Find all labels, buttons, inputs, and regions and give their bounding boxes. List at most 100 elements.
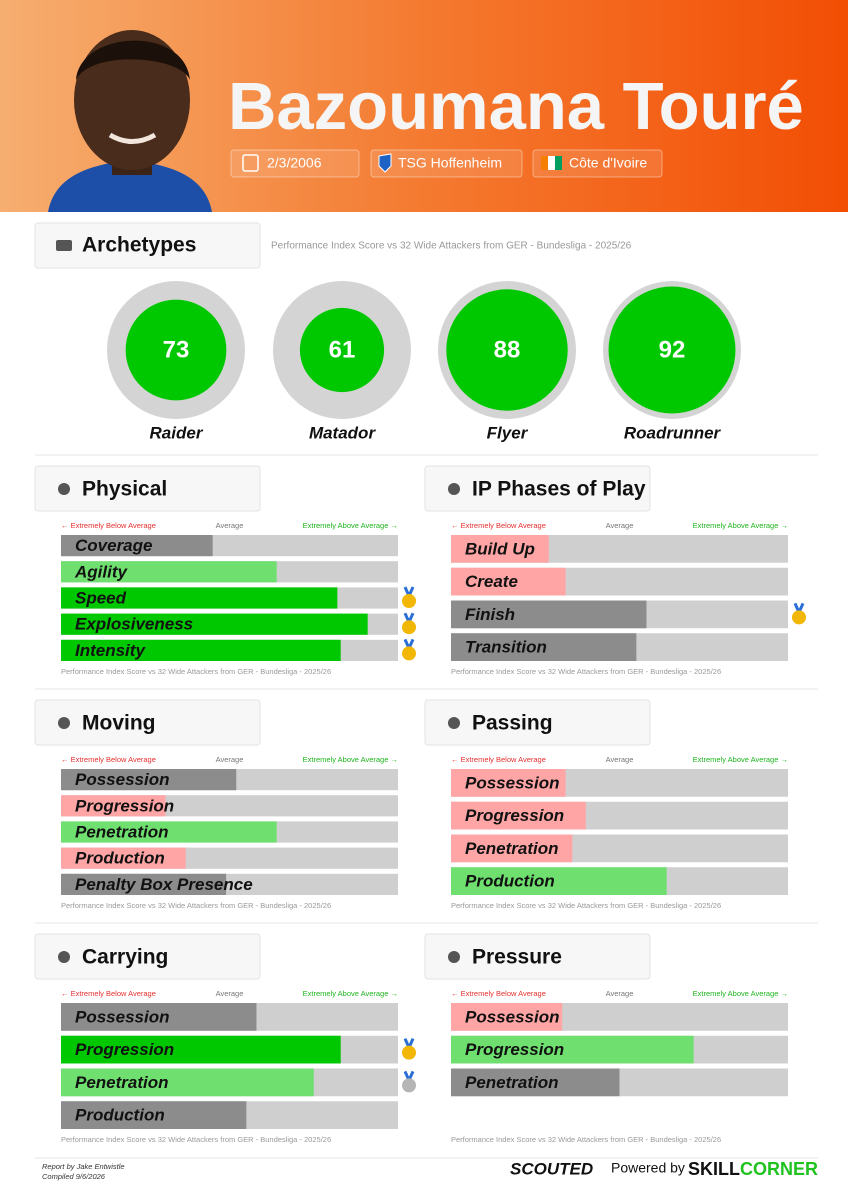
medal xyxy=(792,610,806,625)
flag-icon xyxy=(541,156,562,170)
legend-low: ← Extremely Below Average xyxy=(451,521,546,530)
bar xyxy=(61,535,213,557)
footnote: Performance Index Score vs 32 Wide Attac… xyxy=(451,667,721,676)
legend-mid: Average xyxy=(606,989,634,998)
legend-high: Extremely Above Average → xyxy=(303,755,398,764)
footnote: Performance Index Score vs 32 Wide Attac… xyxy=(61,901,331,910)
bar xyxy=(61,1101,247,1129)
section-icon xyxy=(448,951,460,963)
compiled: Compiled 9/6/2026 xyxy=(42,1172,106,1181)
legend-high: Extremely Above Average → xyxy=(303,989,398,998)
legend-high: Extremely Above Average → xyxy=(693,521,788,530)
bar xyxy=(61,1035,341,1064)
bar xyxy=(61,769,237,791)
separators xyxy=(35,454,818,1159)
legend-mid: Average xyxy=(216,521,244,530)
legend-mid: Average xyxy=(216,755,244,764)
legend-mid: Average xyxy=(606,521,634,530)
bar-label: Coverage xyxy=(75,536,152,555)
archetype-name: Roadrunner xyxy=(624,423,722,442)
section-header xyxy=(34,933,261,980)
bar xyxy=(451,1035,694,1064)
bar-label: Build Up xyxy=(465,539,535,558)
section-header xyxy=(424,699,651,746)
section-header xyxy=(424,933,651,980)
bar xyxy=(451,801,586,830)
bar-label: Explosiveness xyxy=(75,615,193,634)
section-icon xyxy=(58,483,70,495)
bar-label: Transition xyxy=(465,638,547,657)
legend-high: Extremely Above Average → xyxy=(693,989,788,998)
bar xyxy=(61,795,166,817)
section-title: Pressure xyxy=(472,946,562,969)
bar xyxy=(451,834,573,863)
calendar-icon xyxy=(242,154,259,172)
bar-label: Penetration xyxy=(75,822,169,841)
bar xyxy=(451,567,566,596)
bar xyxy=(61,587,338,609)
bar-label: Production xyxy=(465,872,555,891)
score-label: 92 xyxy=(659,336,686,363)
bar xyxy=(451,535,549,563)
archetype-name: Raider xyxy=(150,423,204,442)
info-pills xyxy=(230,149,663,178)
section-title: Moving xyxy=(82,712,156,735)
section-icon xyxy=(448,483,460,495)
section-icon xyxy=(56,240,72,251)
bar-label: Progression xyxy=(75,1040,174,1059)
score-disc xyxy=(125,299,227,401)
archetype-name: Matador xyxy=(309,423,377,442)
bar xyxy=(61,561,277,583)
brand: SCOUTED xyxy=(510,1159,593,1178)
bar xyxy=(61,821,277,843)
nation: Côte d'Ivoire xyxy=(569,155,647,171)
legend-high: Extremely Above Average → xyxy=(693,755,788,764)
bar-label: Possession xyxy=(75,1007,170,1026)
section-icon xyxy=(58,717,70,729)
score-disc xyxy=(299,307,385,393)
section-subtitle: Performance Index Score vs 32 Wide Attac… xyxy=(271,241,632,252)
footnote: Performance Index Score vs 32 Wide Attac… xyxy=(61,667,331,676)
report-by: Report by Jake Entwistle xyxy=(42,1162,125,1171)
section-title: Carrying xyxy=(82,946,168,969)
bar-label: Progression xyxy=(75,796,174,815)
bar-label: Speed xyxy=(75,588,127,607)
bar xyxy=(61,1068,314,1097)
bar-label: Possession xyxy=(465,773,560,792)
bar xyxy=(61,847,186,869)
bar-label: Possession xyxy=(75,770,170,789)
bar-label: Penetration xyxy=(465,839,559,858)
bar xyxy=(451,1003,563,1031)
legend-low: ← Extremely Below Average xyxy=(451,989,546,998)
legend-low: ← Extremely Below Average xyxy=(61,755,156,764)
player-photo xyxy=(48,30,212,212)
score-label: 61 xyxy=(329,336,356,363)
legend-mid: Average xyxy=(606,755,634,764)
section-icon xyxy=(58,951,70,963)
footnote: Performance Index Score vs 32 Wide Attac… xyxy=(61,1135,331,1144)
legend-low: ← Extremely Below Average xyxy=(61,989,156,998)
medal xyxy=(402,1078,416,1093)
bar xyxy=(61,639,341,661)
score-label: 73 xyxy=(163,336,190,363)
partner: SKILLCORNER xyxy=(688,1159,818,1179)
legend-low: ← Extremely Below Average xyxy=(61,521,156,530)
bar-label: Finish xyxy=(465,605,515,624)
medal xyxy=(402,646,416,661)
bar-label: Progression xyxy=(465,806,564,825)
bar xyxy=(61,613,368,635)
section-title: IP Phases of Play xyxy=(472,478,646,501)
bar xyxy=(451,633,637,661)
bar-label: Production xyxy=(75,849,165,868)
bar-label: Create xyxy=(465,572,518,591)
section-title: Archetypes xyxy=(82,234,196,257)
footnote: Performance Index Score vs 32 Wide Attac… xyxy=(451,901,721,910)
powered-by: Powered by xyxy=(611,1160,685,1176)
medal xyxy=(402,620,416,635)
bar-label: Production xyxy=(75,1106,165,1125)
score-disc xyxy=(608,286,736,414)
club-icon xyxy=(378,153,392,173)
medal xyxy=(402,594,416,608)
medal xyxy=(402,1045,416,1060)
club: TSG Hoffenheim xyxy=(398,155,502,171)
